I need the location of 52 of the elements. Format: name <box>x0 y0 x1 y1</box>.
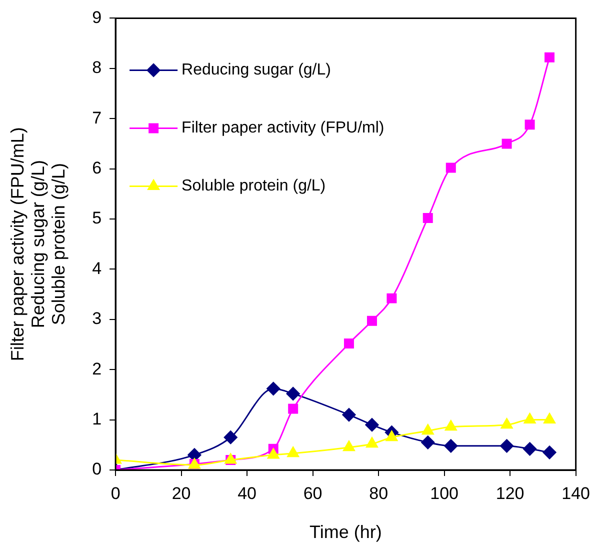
y-tick-label: 5 <box>92 208 102 228</box>
point <box>422 213 433 223</box>
point <box>287 446 300 458</box>
x-tick-label: 100 <box>430 484 458 503</box>
x-tick-label: 120 <box>496 484 524 503</box>
point <box>365 418 379 432</box>
y-tick-label: 7 <box>92 108 102 128</box>
x-tick-label: 20 <box>172 484 191 503</box>
point <box>386 430 398 442</box>
legend-label: Soluble protein (g/L) <box>182 178 326 195</box>
x-tick-label: 60 <box>303 484 322 503</box>
x-tick-label: 0 <box>110 484 120 503</box>
legend-label: Reducing sugar (g/L) <box>182 62 331 79</box>
point <box>523 442 537 456</box>
y-tick-label: 3 <box>92 309 102 328</box>
point <box>266 382 280 396</box>
point <box>542 446 556 460</box>
legend-label: Filter paper activity (FPU/ml) <box>182 120 384 137</box>
y-tick-label: 1 <box>92 409 102 428</box>
point <box>343 440 355 452</box>
point <box>444 439 458 453</box>
point <box>502 138 512 149</box>
point <box>344 338 354 348</box>
y-axis-title: Filter paper activity (FPU/mL) Reducing sugar (g/L) Soluble protein (g/L) <box>7 127 69 362</box>
point <box>421 436 435 450</box>
x-tick-label: 80 <box>369 484 388 503</box>
y-tick-label: 4 <box>92 258 102 278</box>
x-tick-label: 40 <box>238 484 257 503</box>
x-axis-title: Time (hr) <box>310 522 382 542</box>
point <box>366 437 378 448</box>
point <box>524 120 535 130</box>
point <box>224 430 238 444</box>
y-tick-label: 2 <box>92 359 102 378</box>
x-tick-label: 140 <box>562 484 590 503</box>
y-tick-label: 8 <box>92 58 102 78</box>
point <box>267 448 280 459</box>
point <box>342 408 356 422</box>
point <box>386 293 397 304</box>
point <box>544 413 556 424</box>
point <box>422 424 434 435</box>
point <box>366 316 377 326</box>
point <box>500 418 513 429</box>
point <box>444 420 457 431</box>
point <box>544 52 555 62</box>
y-tick-label: 6 <box>92 158 102 178</box>
point <box>288 404 298 414</box>
y-tick-label: 9 <box>92 8 102 27</box>
y-tick-label: 0 <box>92 460 102 479</box>
point <box>286 386 300 400</box>
point <box>524 413 536 424</box>
point <box>446 162 456 173</box>
point <box>500 439 514 453</box>
